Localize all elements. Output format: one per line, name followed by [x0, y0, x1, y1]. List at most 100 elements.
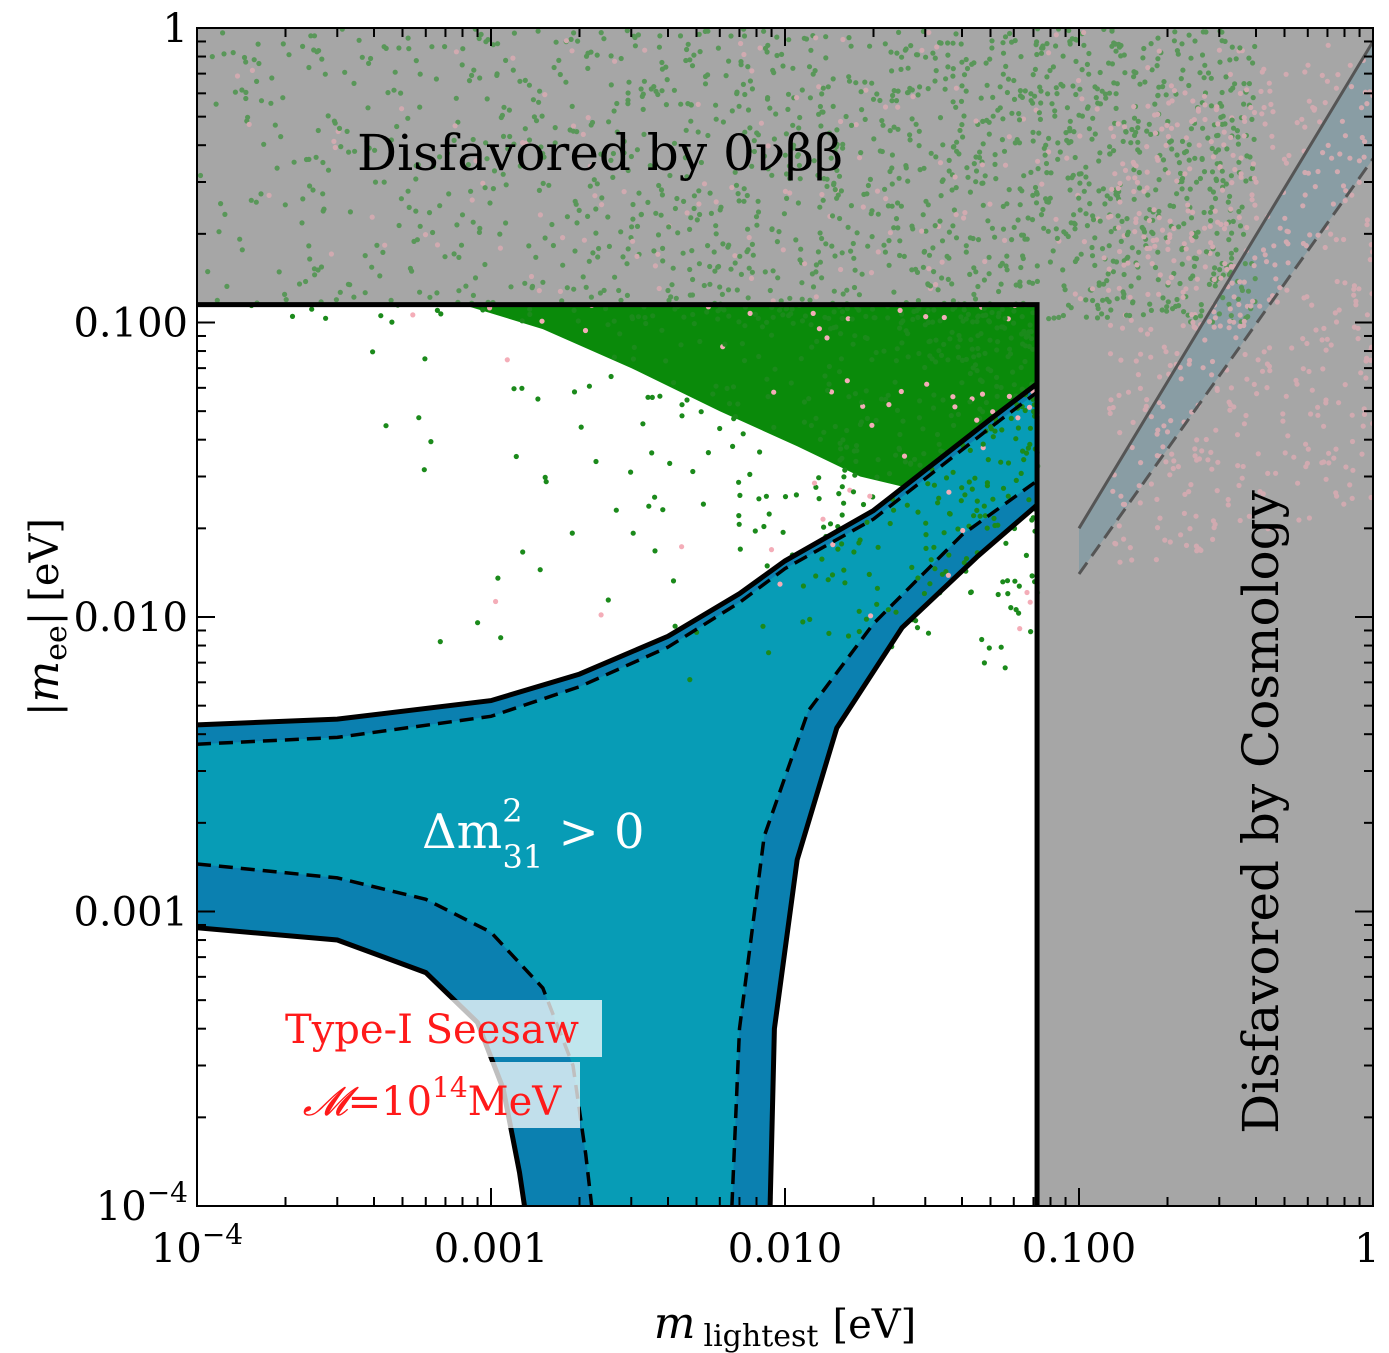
scatter-point	[497, 231, 503, 237]
scatter-point	[752, 311, 759, 317]
scatter-point	[939, 571, 946, 577]
scatter-point	[990, 496, 996, 502]
scatter-point	[879, 148, 885, 155]
scatter-point	[413, 176, 419, 182]
scatter-point	[641, 78, 648, 84]
scatter-point	[1026, 497, 1032, 503]
scatter-point	[351, 80, 357, 86]
scatter-point	[1116, 523, 1122, 529]
scatter-point	[982, 350, 988, 356]
scatter-point	[1072, 258, 1078, 265]
scatter-point	[1118, 53, 1124, 59]
scatter-point	[1217, 59, 1223, 65]
scatter-point	[1136, 275, 1142, 281]
scatter-point	[473, 158, 479, 164]
scatter-point	[1211, 276, 1217, 283]
scatter-point	[1228, 173, 1234, 179]
scatter-point	[794, 153, 801, 159]
scatter-point	[1034, 263, 1040, 269]
scatter-point	[976, 352, 982, 358]
scatter-point	[1046, 50, 1052, 56]
scatter-point	[1350, 467, 1356, 473]
scatter-point	[1368, 357, 1373, 363]
scatter-point	[1188, 482, 1194, 488]
scatter-point	[598, 29, 604, 36]
scatter-point	[1160, 157, 1167, 163]
scatter-point	[1136, 210, 1142, 217]
scatter-point	[585, 213, 591, 219]
scatter-point	[1022, 407, 1028, 414]
scatter-point	[1051, 315, 1057, 321]
scatter-point	[671, 87, 678, 93]
scatter-point	[1251, 263, 1257, 269]
scatter-point	[760, 623, 766, 629]
scatter-point	[430, 229, 436, 236]
scatter-point	[920, 426, 926, 432]
scatter-point	[1358, 105, 1365, 111]
scatter-point	[765, 143, 771, 149]
scatter-point	[978, 331, 984, 337]
scatter-point	[838, 188, 845, 194]
scatter-point	[1230, 125, 1237, 131]
scatter-point	[967, 235, 974, 241]
scatter-point	[1140, 55, 1146, 61]
scatter-point	[756, 353, 762, 360]
scatter-point	[1300, 203, 1306, 209]
scatter-point	[832, 148, 838, 154]
scatter-point	[1008, 605, 1014, 611]
scatter-point	[684, 210, 690, 216]
scatter-point	[388, 297, 394, 303]
scatter-point	[1145, 254, 1151, 260]
scatter-point	[835, 546, 841, 552]
scatter-point	[628, 153, 635, 160]
scatter-point	[205, 269, 211, 275]
scatter-point	[320, 159, 326, 166]
scatter-point	[322, 71, 328, 77]
scatter-point	[1242, 351, 1248, 358]
scatter-point	[893, 452, 899, 458]
scatter-point	[645, 394, 651, 400]
scatter-point	[1045, 228, 1051, 234]
scatter-point	[747, 78, 754, 84]
scatter-point	[1165, 118, 1171, 125]
scatter-point	[1179, 178, 1185, 185]
scatter-point	[875, 457, 881, 463]
scatter-point	[931, 392, 937, 398]
scatter-point	[506, 107, 512, 113]
scatter-point	[1265, 526, 1271, 532]
scatter-point	[1079, 96, 1085, 102]
scatter-point	[1241, 322, 1247, 329]
scatter-point	[967, 370, 974, 377]
band-continuation	[1079, 41, 1373, 574]
scatter-point	[1097, 150, 1103, 156]
scatter-point	[535, 28, 541, 34]
scatter-point	[992, 428, 998, 434]
scatter-point	[950, 73, 956, 79]
scatter-point	[522, 280, 528, 286]
scatter-point	[1154, 431, 1160, 437]
scatter-point	[606, 243, 613, 249]
scatter-point	[1019, 331, 1025, 337]
scatter-point	[1320, 150, 1326, 156]
scatter-point	[1174, 296, 1180, 303]
scatter-point	[817, 230, 823, 236]
band-lower-1sigma-line	[197, 862, 594, 1206]
scatter-point	[738, 271, 745, 277]
scatter-point	[806, 64, 813, 70]
scatter-point	[1163, 459, 1169, 465]
scatter-point	[782, 152, 788, 158]
scatter-point	[1042, 152, 1048, 158]
scatter-point	[1144, 397, 1150, 403]
scatter-point	[796, 125, 802, 131]
scatter-point	[1089, 286, 1096, 292]
scatter-point	[372, 147, 378, 153]
scatter-point	[970, 319, 976, 325]
scatter-point	[737, 253, 743, 259]
scatter-point	[705, 132, 711, 139]
scatter-point	[820, 85, 826, 91]
scatter-point	[352, 148, 358, 154]
scatter-point	[1160, 404, 1166, 410]
scatter-point	[1332, 310, 1338, 316]
scatter-point	[608, 373, 614, 380]
scatter-point	[405, 115, 411, 121]
